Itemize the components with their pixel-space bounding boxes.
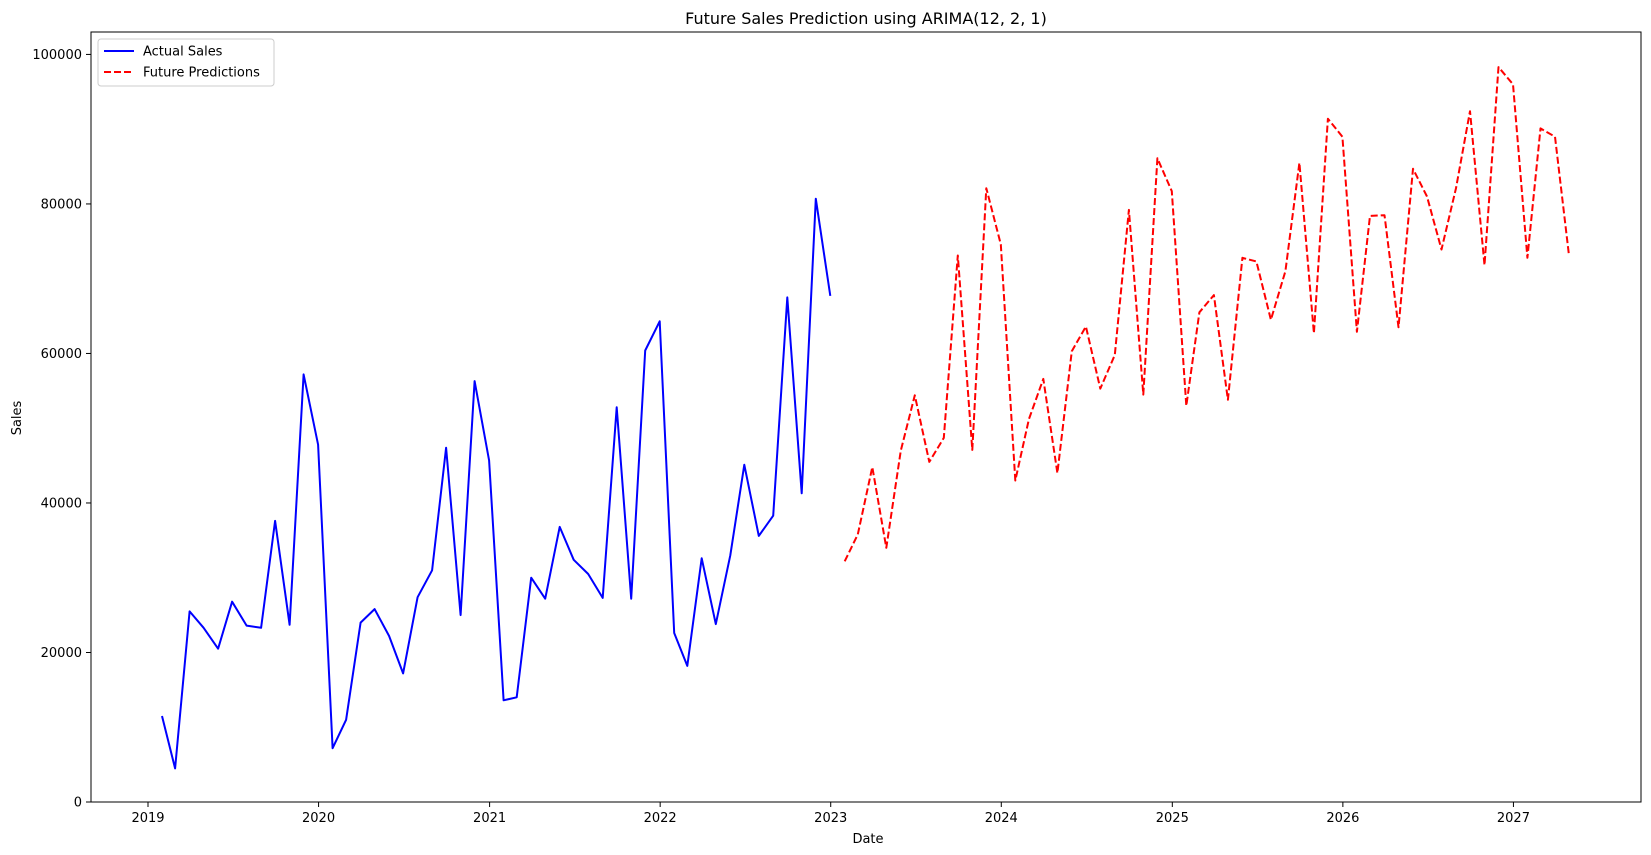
series-line-actual-sales (161, 197, 832, 770)
legend-box (97, 38, 275, 87)
x-tick-label: 2020 (302, 811, 335, 826)
chart-title: Future Sales Prediction using ARIMA(12, … (685, 9, 1047, 28)
x-tick-label: 2025 (1156, 811, 1189, 826)
y-axis-label: Sales (10, 400, 25, 435)
legend-label: Future Predictions (143, 66, 260, 81)
x-tick-label: 2019 (131, 811, 164, 826)
plot-area: 2019 2020 2021 2022 2023 2024 2025 2026 2027 0 200… (32, 31, 1642, 826)
x-tick-label: 2027 (1497, 811, 1530, 826)
y-tick-label: 40000 (41, 496, 82, 511)
y-tick-label: 20000 (41, 646, 82, 661)
series-line-future-predictions (843, 66, 1570, 562)
plot-frame (90, 31, 1642, 803)
x-tick-label: 2026 (1326, 811, 1359, 826)
y-tick-label: 60000 (41, 347, 82, 362)
y-tick-label: 0 (74, 796, 82, 811)
x-tick-label: 2023 (814, 811, 847, 826)
x-tick-label: 2021 (473, 811, 506, 826)
x-tick-label: 2022 (644, 811, 677, 826)
y-tick-label: 80000 (41, 197, 82, 212)
x-tick-label: 2024 (985, 811, 1018, 826)
legend-label: Actual Sales (143, 45, 223, 60)
legend: Actual Sales Future Predictions (97, 38, 275, 87)
y-tick-label: 100000 (32, 48, 82, 63)
x-axis-label: Date (852, 832, 883, 847)
